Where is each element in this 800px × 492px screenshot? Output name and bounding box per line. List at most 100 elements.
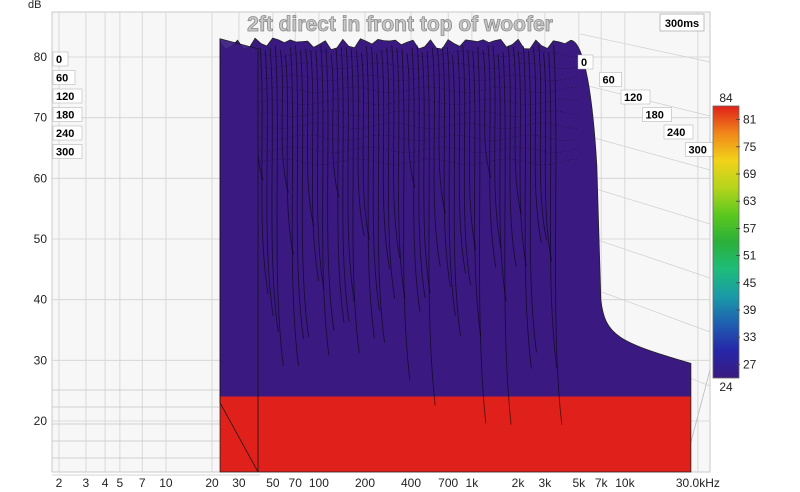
x-tick-label: 400 [401,476,421,490]
decay-slice [406,53,416,189]
time-tick-left: 60 [52,70,76,85]
x-axis-ticks: 2 3 4 5 7 10 20 30 50 70 100 200 400 700 1k 2k 3k 5k 7k 10k… [56,476,720,490]
x-tick-label: 50 [266,476,280,490]
color-scale-label: 63 [743,194,757,208]
level-contour [259,50,579,58]
time-tick-label: 180 [56,110,74,122]
decay-slice [482,50,492,178]
decay-slice [416,45,426,299]
decay-slice [492,45,502,249]
decay-slice [512,46,522,215]
y-axis-ticks: 20 30 40 50 60 70 80 [34,50,48,428]
x-tick-label: 200 [355,476,375,490]
x-tick-label: 3k [539,476,553,490]
decay-slice [533,46,542,244]
time-tick-left: 0 [52,51,69,67]
x-tick-label: 1k [466,476,480,490]
decay-slice [517,50,527,267]
decay-slice [507,45,517,268]
decay-slice [396,48,406,299]
decay-slice [441,46,451,288]
time-tick-left: 300 [52,144,83,159]
decay-slice [355,49,365,237]
surface-front-face [219,38,259,473]
time-tick-label: 0 [581,57,587,69]
decay-slice [462,45,472,286]
color-scale-label: 39 [743,303,757,317]
decay-slice [340,46,350,322]
x-tick-label: 20 [205,476,219,490]
color-scale-label: 27 [743,357,757,371]
color-scale-label: 69 [743,167,757,181]
decay-slice [300,49,310,338]
decay-slice [421,51,431,293]
decay-slice [452,54,461,336]
x-tick-label: 7k [595,476,609,490]
decay-slice [487,44,497,268]
decay-slice [360,52,370,241]
decay-slice [345,47,355,302]
time-tick-right: 120 [620,89,651,105]
decay-slice [467,49,477,251]
decay-slice [376,53,386,343]
color-scale-legend: 84 81 75 69 63 57 51 45 39 33 27 24 [712,91,757,394]
decay-slice [284,54,294,256]
color-scale-label: 84 [719,91,733,105]
decay-slice [315,50,325,290]
decay-slice [274,45,284,366]
decay-slice [528,52,537,353]
time-tick-right: 60 [599,72,622,87]
time-tick-left: 180 [52,107,83,122]
time-tick-label: 180 [646,110,664,122]
decay-slice [431,47,441,267]
decay-slice [279,50,289,193]
decay-slice [386,47,396,299]
time-tick-right: 300 [685,142,715,157]
waterfall-surface [219,37,692,473]
x-tick-label: 5 [117,476,124,490]
level-contour [260,158,579,166]
decay-slice [426,51,436,406]
y-tick-label: 70 [34,111,48,125]
decay-slice [497,53,507,302]
decay-slice [543,52,553,262]
decay-slice [320,45,330,356]
chart-title: 2ft direct in front top of woofer [247,13,553,36]
decay-slice [553,45,563,425]
y-tick-label: 20 [34,414,48,428]
y-tick-label: 50 [34,232,48,246]
time-tick-label: 240 [56,128,74,140]
level-contour [259,146,579,154]
decay-slice [411,47,421,312]
decay-slice [269,47,279,332]
level-contour [260,110,579,118]
x-tick-label: 7 [139,476,146,490]
decay-slice [502,51,512,425]
decay-slice [548,52,558,369]
decay-slice [330,54,340,198]
color-scale-label: 81 [743,113,757,127]
x-tick-label: 5k [572,476,586,490]
decay-slice [381,50,391,269]
y-tick-label: 80 [34,50,48,64]
y-axis-label: dB [28,0,41,11]
time-tick-label: 120 [624,92,642,104]
x-tick-label: 30 [232,476,246,490]
decay-slice [522,45,532,369]
x-tick-label: 10k [615,476,635,490]
time-tick-right: 240 [663,124,694,140]
x-tick-label: 2 [56,476,63,490]
x-tick-label: 2k [512,476,526,490]
time-tick-right: 0 [577,54,594,70]
decay-slice [446,47,456,316]
decay-slice [305,48,315,227]
level-contour [259,86,579,94]
color-scale-label: 33 [743,330,757,344]
time-tick-label: 0 [56,54,62,66]
decay-slice [391,45,401,259]
level-contour [259,98,579,106]
level-contour [259,122,579,130]
time-window-badge: 300ms [659,13,705,32]
decay-slice [335,48,345,324]
